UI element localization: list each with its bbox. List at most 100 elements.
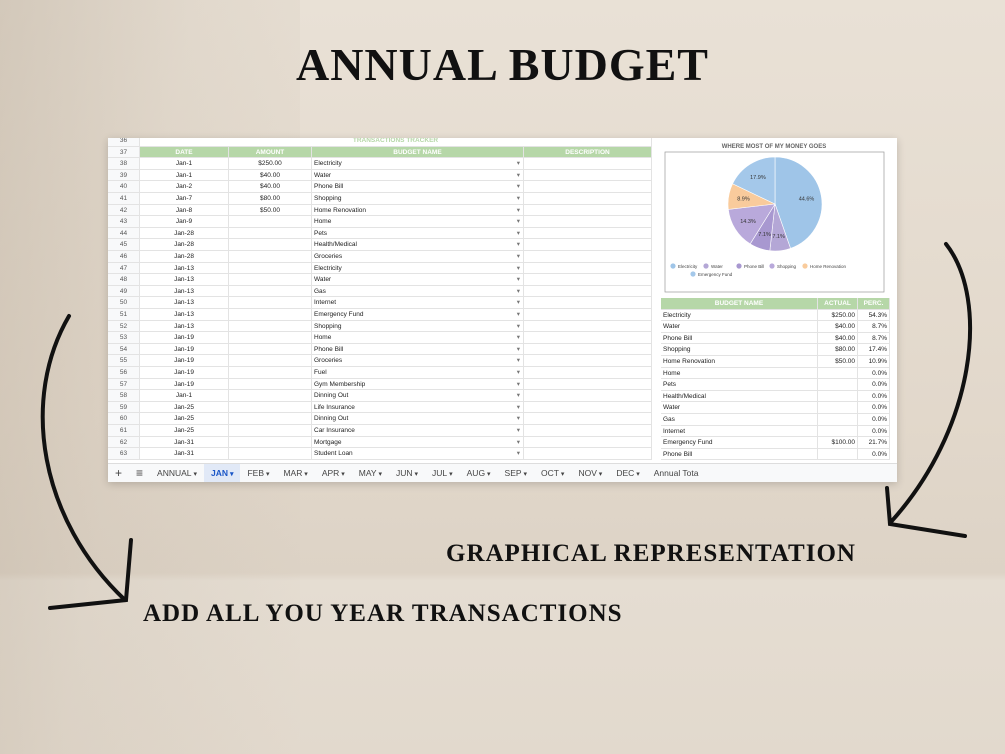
row-number: 43 xyxy=(108,216,140,228)
date-cell: Jan-2 xyxy=(140,181,229,193)
actual-cell: $50.00 xyxy=(818,356,858,368)
description-cell xyxy=(524,158,652,170)
row-number: 47 xyxy=(108,262,140,275)
description-cell xyxy=(524,425,652,437)
date-cell: Jan-19 xyxy=(140,343,229,356)
perc-cell: 0.0% xyxy=(858,402,890,414)
date-cell: Jan-31 xyxy=(140,436,229,449)
row-number: 39 xyxy=(108,169,140,182)
actual-cell: $40.00 xyxy=(818,332,858,345)
budget-name-cell: Student Loan xyxy=(312,448,524,460)
row-number: 49 xyxy=(108,285,140,298)
description-cell xyxy=(524,378,652,391)
sheet-tab[interactable]: JUL xyxy=(425,464,460,482)
date-cell: Jan-19 xyxy=(140,378,229,391)
budget-name-cell: Emergency Fund xyxy=(661,437,818,449)
description-cell xyxy=(524,262,652,275)
budget-name-cell: Water xyxy=(661,321,818,333)
sheet-tab[interactable]: Annual Tota xyxy=(653,468,699,478)
description-cell xyxy=(524,204,652,217)
sheet-tab[interactable]: OCT xyxy=(534,464,571,482)
row-number: 60 xyxy=(108,413,140,425)
row-number: 44 xyxy=(108,227,140,240)
sheet-tab[interactable]: FEB xyxy=(240,464,276,482)
description-cell xyxy=(524,285,652,298)
perc-cell: 0.0% xyxy=(858,367,890,380)
row-number: 50 xyxy=(108,297,140,309)
date-cell: Jan-19 xyxy=(140,332,229,344)
description-cell xyxy=(524,367,652,379)
date-cell: Jan-1 xyxy=(140,158,229,170)
description-cell xyxy=(524,355,652,367)
row-number: 53 xyxy=(108,332,140,344)
row-number: 42 xyxy=(108,204,140,217)
description-cell xyxy=(524,181,652,193)
date-cell: Jan-13 xyxy=(140,320,229,333)
date-cell: Jan-19 xyxy=(140,355,229,367)
budget-name-cell: Phone Bill xyxy=(661,332,818,345)
perc-cell: 0.0% xyxy=(858,425,890,438)
description-cell xyxy=(524,448,652,460)
arrow xyxy=(888,242,973,525)
sheet-tab[interactable]: APR xyxy=(315,464,352,482)
date-cell: Jan-13 xyxy=(140,297,229,309)
sheet-tab[interactable]: MAR xyxy=(276,464,314,482)
description-cell xyxy=(524,297,652,309)
date-cell: Jan-1 xyxy=(140,169,229,182)
sheet-tab[interactable]: MAY xyxy=(352,464,389,482)
row-number: 45 xyxy=(108,239,140,251)
budget-name-cell: Pets xyxy=(661,379,818,391)
row-number: 51 xyxy=(108,309,140,321)
date-cell: Jan-31 xyxy=(140,448,229,460)
row-number: 52 xyxy=(108,320,140,333)
actual-cell xyxy=(818,379,858,391)
sheet-tab[interactable]: AUG xyxy=(460,464,498,482)
date-cell: Jan-25 xyxy=(140,413,229,425)
sheet-tab[interactable]: JUN xyxy=(389,464,425,482)
column-header: DATE xyxy=(140,146,229,159)
date-cell: Jan-8 xyxy=(140,204,229,217)
add-sheet[interactable]: + xyxy=(115,466,123,480)
row-number: 61 xyxy=(108,425,140,437)
caption: ADD ALL YOU YEAR TRANSACTIONS xyxy=(143,600,623,627)
column-header: BUDGET NAME xyxy=(661,298,818,310)
actual-cell xyxy=(818,367,858,380)
actual-cell: $250.00 xyxy=(818,309,858,322)
row-number: 62 xyxy=(108,436,140,449)
arrow xyxy=(40,314,127,602)
date-cell: Jan-13 xyxy=(140,274,229,286)
sheet-tabs: + ≡ ANNUALJANFEBMARAPRMAYJUNJULAUGSEPOCT… xyxy=(108,463,897,482)
date-cell: Jan-25 xyxy=(140,401,229,414)
sheet-tab[interactable]: DEC xyxy=(609,464,646,482)
sheet-tab[interactable]: JAN xyxy=(203,464,241,482)
actual-cell xyxy=(818,390,858,403)
row-number: 46 xyxy=(108,251,140,263)
perc-cell: 0.0% xyxy=(858,414,890,426)
budget-name-cell: Phone Bill xyxy=(661,448,818,461)
sheet-menu[interactable]: ≡ xyxy=(136,466,144,480)
date-cell: Jan-7 xyxy=(140,193,229,205)
sheet-tab[interactable]: NOV xyxy=(571,464,609,482)
actual-cell xyxy=(818,402,858,414)
caption: GRAPHICAL REPRESENTATION xyxy=(446,540,856,567)
date-cell: Jan-1 xyxy=(140,390,229,402)
description-cell xyxy=(524,401,652,414)
date-cell: Jan-13 xyxy=(140,262,229,275)
budget-name-cell: Internet xyxy=(661,425,818,438)
description-cell xyxy=(524,343,652,356)
table-title: TRANSACTIONS TRACKER xyxy=(140,138,652,147)
date-cell: Jan-28 xyxy=(140,251,229,263)
row-number: 40 xyxy=(108,181,140,193)
description-cell xyxy=(524,193,652,205)
date-cell: Jan-25 xyxy=(140,425,229,437)
row-number: 59 xyxy=(108,401,140,414)
actual-cell xyxy=(818,414,858,426)
row-number: 37 xyxy=(108,146,140,159)
arrow-head xyxy=(885,486,967,538)
row-number: 57 xyxy=(108,378,140,391)
row-number: 55 xyxy=(108,355,140,367)
description-cell xyxy=(524,251,652,263)
sheet-tab[interactable]: ANNUAL xyxy=(150,464,204,482)
sheet-tab[interactable]: SEP xyxy=(498,464,534,482)
page-title: ANNUAL BUDGET xyxy=(295,39,709,90)
